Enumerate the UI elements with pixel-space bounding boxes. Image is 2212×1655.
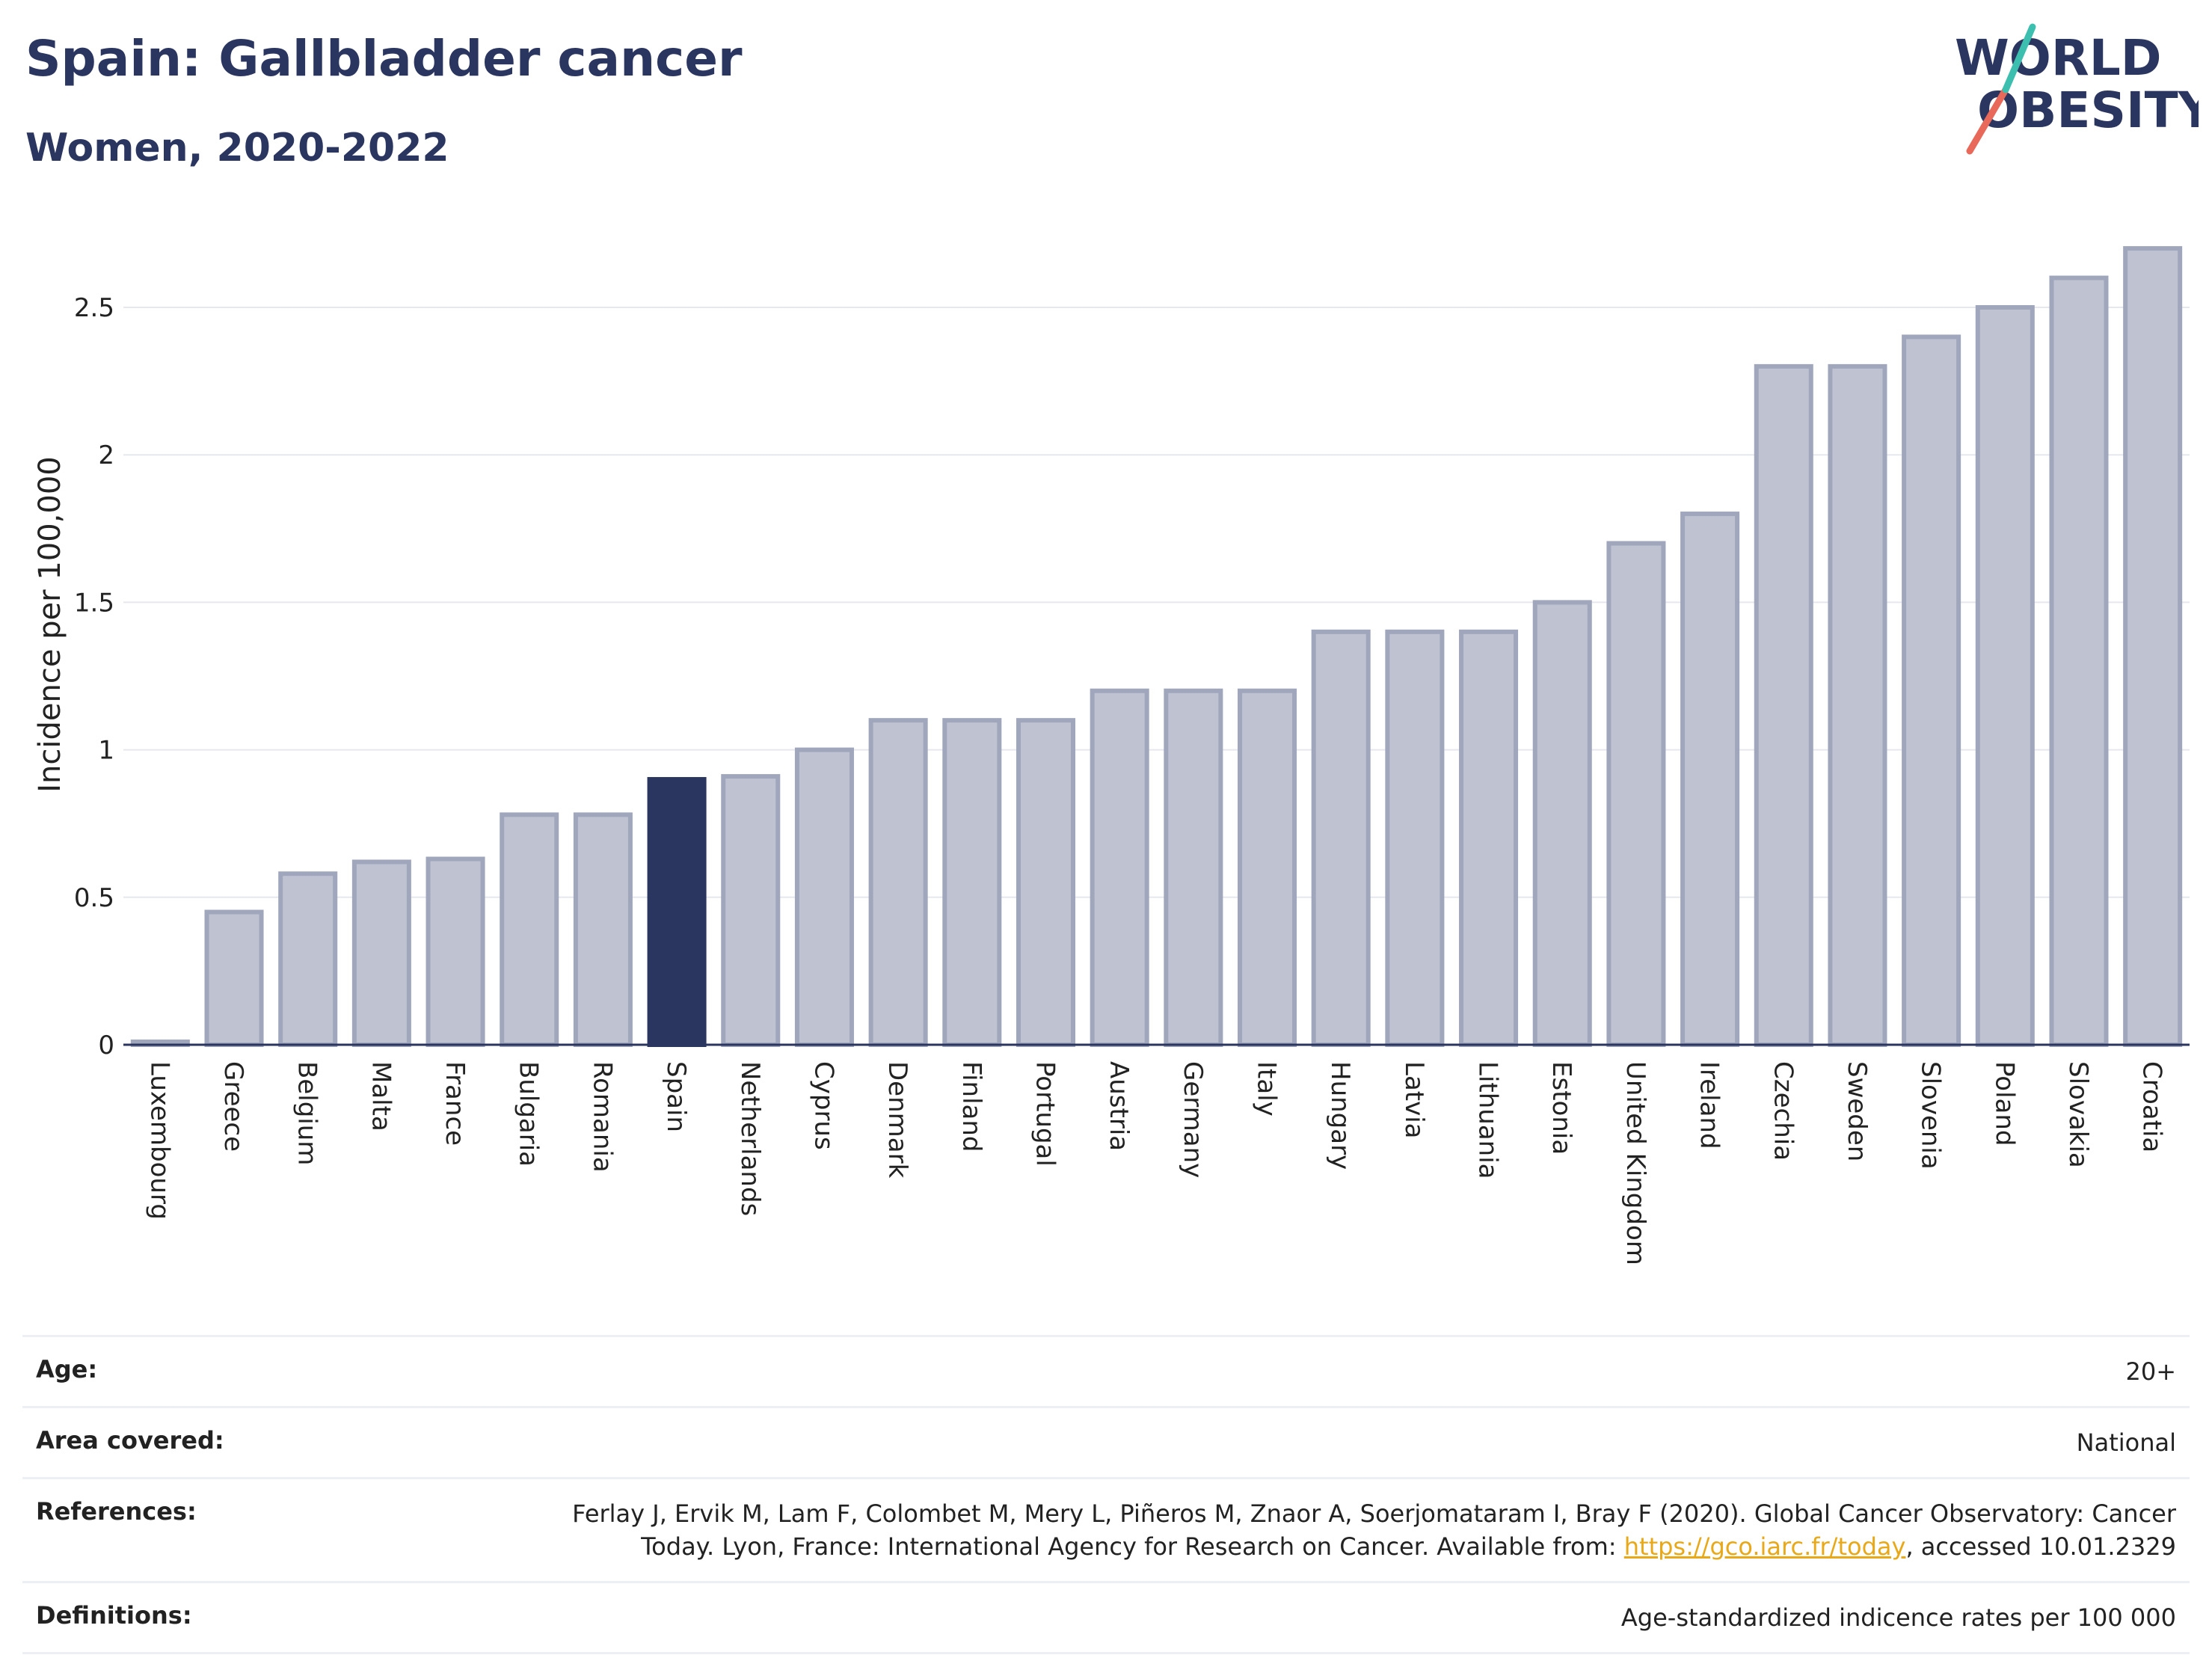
x-tick-label: Lithuania (1473, 1061, 1503, 1179)
bar-slovenia (1902, 334, 1961, 1047)
x-tick-label: Belgium (292, 1061, 322, 1165)
bar-malta (351, 859, 411, 1048)
x-tick-label: Sweden (1842, 1061, 1872, 1161)
logo-text-world: WORLD (1955, 29, 2162, 87)
bar-denmark (868, 718, 928, 1047)
x-tick-label: Latvia (1399, 1061, 1429, 1139)
references-label: References: (36, 1497, 197, 1526)
x-tick-label: France (440, 1061, 470, 1146)
age-label: Age: (36, 1355, 98, 1384)
x-tick-label: Malta (366, 1061, 396, 1132)
x-tick-label: United Kingdom (1620, 1061, 1650, 1265)
x-tick-label: Spain (661, 1061, 691, 1132)
x-axis-labels: Luxembourg Greece Belgium Malta France Bulgar… (144, 1061, 2166, 1265)
x-tick-label: Greece (218, 1061, 248, 1152)
logo-text-obesity: OBESITY (1977, 82, 2199, 139)
x-tick-label: Croatia (2137, 1061, 2167, 1152)
bar-austria (1090, 688, 1149, 1047)
chart-title: Spain: Gallbladder cancer (25, 30, 743, 87)
x-tick-label: Slovenia (1916, 1061, 1946, 1170)
x-tick-label: Cyprus (808, 1061, 838, 1150)
bar-estonia (1532, 600, 1592, 1047)
chart-subtitle: Women, 2020-2022 (25, 126, 449, 171)
bar-greece (204, 909, 264, 1048)
logo-slash-teal (2002, 23, 2036, 93)
x-tick-label: Czechia (1768, 1061, 1798, 1161)
info-row-age: Age: 20+ (22, 1335, 2190, 1406)
bar-ireland (1680, 512, 1740, 1047)
info-row-definitions: Definitions: Age-standardized indicence … (22, 1581, 2190, 1654)
x-tick-label: Estonia (1546, 1061, 1576, 1155)
bar-romania (573, 812, 633, 1048)
bar-united-kingdom (1606, 541, 1666, 1047)
references-value: Ferlay J, Ervik M, Lam F, Colombet M, Me… (568, 1497, 2176, 1563)
bar-latvia (1385, 629, 1445, 1047)
bar-lithuania (1459, 629, 1519, 1047)
bar-croatia (2123, 246, 2183, 1047)
bar-france (425, 856, 485, 1047)
y-tick-label: 2.5 (74, 293, 114, 323)
info-row-area: Area covered: National (22, 1406, 2190, 1477)
bar-cyprus (794, 747, 854, 1047)
bars (130, 246, 2183, 1048)
bar-netherlands (721, 774, 781, 1047)
bar-bulgaria (500, 812, 559, 1048)
bar-slovakia (2049, 275, 2109, 1047)
area-label: Area covered: (36, 1426, 224, 1455)
definitions-label: Definitions: (36, 1601, 192, 1630)
references-accessed: , accessed 10.01.2329 (1905, 1532, 2176, 1561)
bar-belgium (278, 871, 338, 1048)
x-tick-label: Slovakia (2063, 1061, 2093, 1168)
x-tick-label: Bulgaria (514, 1061, 544, 1167)
bar-sweden (1828, 363, 1887, 1047)
info-row-references: References: Ferlay J, Ervik M, Lam F, Co… (22, 1477, 2190, 1581)
y-tick-label: 2 (98, 440, 114, 470)
x-tick-label: Romania (587, 1061, 617, 1173)
bar-chart: 0 0.5 1 1.5 2 2.5 Luxembourg Greece Belgium Malt… (33, 246, 2190, 1265)
x-tick-label: Denmark (882, 1061, 912, 1179)
y-tick-label: 0 (98, 1031, 114, 1060)
world-obesity-logo: WORLD OBESITY (1955, 23, 2199, 155)
age-value: 20+ (2125, 1357, 2176, 1386)
x-tick-label: Italy (1252, 1061, 1282, 1117)
references-text: Ferlay J, Ervik M, Lam F, Colombet M, Me… (572, 1499, 2176, 1561)
x-tick-label: Austria (1104, 1061, 1134, 1151)
definitions-value: Age-standardized indicence rates per 100… (1620, 1603, 2176, 1632)
x-tick-label: Netherlands (735, 1061, 765, 1216)
bar-poland (1975, 305, 2035, 1047)
logo-slash-red (1966, 86, 2009, 155)
bar-germany (1164, 688, 1223, 1047)
x-tick-label: Portugal (1030, 1061, 1060, 1167)
x-tick-label: Ireland (1695, 1061, 1724, 1149)
y-tick-label: 0.5 (74, 883, 114, 913)
bar-finland (942, 718, 1002, 1047)
bar-portugal (1016, 718, 1075, 1047)
x-tick-label: Luxembourg (144, 1061, 174, 1220)
x-tick-label: Finland (956, 1061, 986, 1152)
bar-italy (1238, 688, 1297, 1047)
bar-hungary (1311, 629, 1371, 1047)
x-tick-label: Germany (1178, 1061, 1208, 1178)
x-tick-label: Poland (1989, 1061, 2019, 1146)
area-value: National (2076, 1428, 2176, 1457)
x-tick-label: Hungary (1325, 1061, 1355, 1170)
y-axis-ticks: 0 0.5 1 1.5 2 2.5 (74, 293, 114, 1060)
bar-czechia (1754, 363, 1813, 1047)
info-table: Age: 20+ Area covered: National Referenc… (22, 1335, 2190, 1654)
references-link[interactable]: https://gco.iarc.fr/today (1623, 1532, 1906, 1561)
bar-spain (647, 777, 707, 1048)
y-axis-title: Incidence per 100,000 (33, 456, 67, 793)
y-tick-label: 1.5 (74, 588, 114, 618)
y-tick-label: 1 (98, 736, 114, 766)
